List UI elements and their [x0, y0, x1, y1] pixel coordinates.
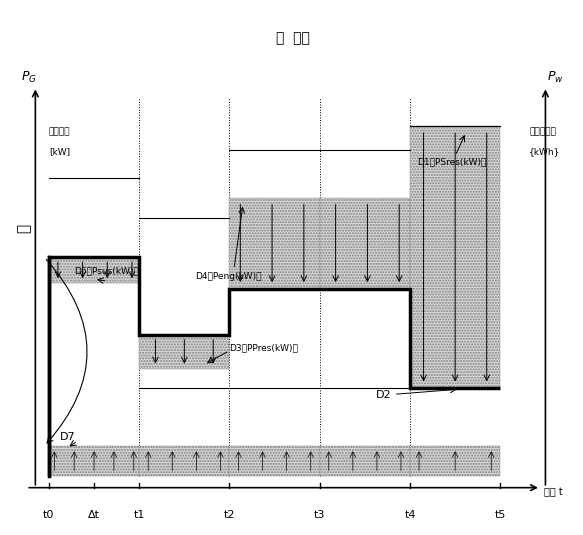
- Text: 発電出力: 発電出力: [49, 127, 71, 136]
- Text: D7: D7: [59, 432, 75, 442]
- Text: D4（Peng(kW)）: D4（Peng(kW)）: [195, 272, 262, 281]
- Bar: [319, 198, 410, 289]
- Text: {kWh}: {kWh}: [529, 147, 561, 156]
- Title: 図  １４: 図 １４: [276, 31, 310, 45]
- Bar: [230, 446, 319, 476]
- Text: D6（Psus(kW)）: D6（Psus(kW)）: [74, 266, 139, 275]
- Text: 電力量換算: 電力量換算: [529, 127, 556, 136]
- Text: [kW]: [kW]: [49, 147, 70, 156]
- Bar: [49, 446, 139, 476]
- Text: D1（PSres(kW)）: D1（PSres(kW)）: [417, 157, 487, 166]
- Text: D3（PPres(kW)）: D3（PPres(kW)）: [230, 343, 298, 353]
- Text: $P_w$: $P_w$: [547, 70, 564, 85]
- Text: ⧟: ⧟: [16, 224, 31, 233]
- Bar: [139, 446, 230, 476]
- Bar: [230, 198, 319, 289]
- Text: D2: D2: [375, 391, 391, 400]
- Bar: [410, 126, 500, 388]
- Bar: [139, 335, 230, 369]
- Bar: [319, 446, 410, 476]
- Text: 時間 t: 時間 t: [543, 487, 563, 498]
- Bar: [49, 257, 139, 283]
- Bar: [410, 446, 500, 476]
- Text: $P_G$: $P_G$: [21, 70, 37, 85]
